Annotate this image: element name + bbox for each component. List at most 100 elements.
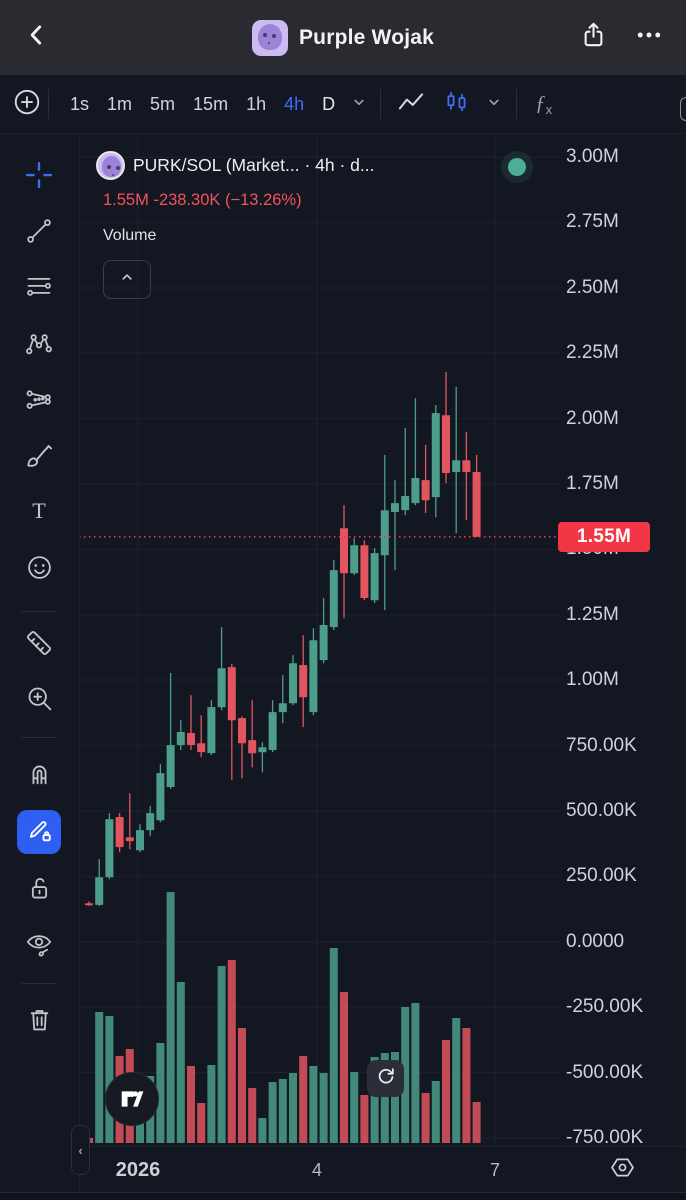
- timeframe-4h[interactable]: 4h: [284, 93, 305, 114]
- eye-hide-icon: [24, 930, 54, 965]
- volume-bar: [370, 1057, 379, 1143]
- candle-body: [217, 668, 226, 708]
- text-icon: T: [25, 497, 53, 530]
- volume-bar: [360, 1095, 369, 1143]
- sidebar-divider: [22, 611, 56, 612]
- magnet-tool[interactable]: [13, 752, 65, 798]
- candle-body: [360, 545, 369, 598]
- hide-drawings-tool[interactable]: [13, 924, 65, 970]
- candle-body: [156, 773, 165, 821]
- candle-body: [278, 703, 287, 713]
- brush-icon: [24, 440, 54, 475]
- chart-area[interactable]: PURK/SOL (Market... · 4h · d... 1.55M -2…: [79, 133, 686, 1148]
- timeframe-1m[interactable]: 1m: [107, 93, 133, 114]
- share-button[interactable]: [570, 14, 616, 60]
- line-chart-type-button[interactable]: [387, 75, 435, 133]
- volume-bar: [268, 1082, 277, 1143]
- volume-bar: [258, 1118, 267, 1143]
- toolbar-divider: [380, 89, 382, 119]
- crosshair-icon: [24, 160, 54, 195]
- candle-body: [452, 460, 461, 472]
- interval-chevron-button[interactable]: [344, 75, 374, 133]
- projection-tool[interactable]: [13, 378, 65, 424]
- emoji-tool[interactable]: [13, 547, 65, 593]
- candle-body: [197, 743, 206, 753]
- unlock-icon: [25, 874, 54, 908]
- timeframe-15m[interactable]: 15m: [193, 93, 229, 114]
- toolbar-overflow-icon: [680, 97, 686, 121]
- volume-bar: [350, 1072, 359, 1143]
- bottom-divider: [0, 1192, 686, 1200]
- remove-drawings-tool[interactable]: [13, 999, 65, 1045]
- candle-body: [187, 733, 195, 745]
- volume-bar: [391, 1052, 399, 1143]
- volume-bar: [380, 1053, 389, 1143]
- drawing-toolbar: T: [0, 133, 80, 1200]
- measure-tool[interactable]: [13, 622, 65, 668]
- tradingview-logo[interactable]: [105, 1072, 159, 1126]
- indicator-label[interactable]: Volume: [103, 227, 157, 244]
- candle-body: [258, 747, 267, 753]
- candle-body: [462, 460, 471, 472]
- candle-body: [411, 478, 420, 504]
- magnet-icon: [25, 758, 54, 792]
- candle-body: [401, 496, 410, 511]
- header: Purple Wojak: [0, 0, 686, 75]
- symbol-avatar: [96, 151, 125, 180]
- page-title: Purple Wojak: [298, 25, 435, 49]
- timeframe-1s[interactable]: 1s: [70, 93, 90, 114]
- timeframe-1h[interactable]: 1h: [246, 93, 267, 114]
- candle-body: [431, 413, 440, 498]
- timeframe-5m[interactable]: 5m: [150, 93, 176, 114]
- candle-body: [85, 903, 93, 906]
- line-chart-icon: [397, 90, 425, 119]
- emoji-icon: [25, 553, 54, 587]
- xabcd-pattern-icon: [24, 328, 54, 363]
- candle-body: [166, 745, 175, 787]
- more-menu-button[interactable]: [624, 14, 674, 60]
- chart-settings-button[interactable]: [604, 1152, 640, 1188]
- brush-tool[interactable]: [13, 434, 65, 480]
- candle-body: [299, 665, 308, 698]
- volume-bar: [411, 1003, 420, 1143]
- crosshair-tool[interactable]: [13, 154, 65, 200]
- indicators-button[interactable]: ƒx: [523, 75, 564, 133]
- candlestick-chart: [79, 133, 564, 1146]
- plus-circle-icon: [12, 87, 42, 122]
- volume-bar: [156, 1043, 165, 1143]
- projection-icon: [24, 384, 54, 419]
- pencil-lock-icon: [24, 815, 54, 850]
- drawing-lock-button[interactable]: [17, 810, 61, 854]
- chart-toolbar: 1s 1m 5m 15m 1h 4h D ƒx: [0, 75, 686, 134]
- pattern-tool[interactable]: [13, 322, 65, 368]
- back-button[interactable]: [14, 14, 60, 60]
- add-button[interactable]: [12, 75, 42, 133]
- zoom-in-tool[interactable]: [13, 678, 65, 724]
- candle-body: [146, 813, 155, 831]
- avatar: [251, 19, 288, 56]
- volume-bar: [176, 982, 185, 1143]
- sidebar-collapse-handle[interactable]: ‹: [71, 1125, 90, 1175]
- time-axis[interactable]: 2026 4 7: [79, 1146, 686, 1193]
- candle-body: [227, 667, 236, 721]
- market-status-dot: [508, 158, 526, 176]
- refresh-button[interactable]: [367, 1060, 404, 1097]
- candle-body: [136, 830, 144, 851]
- candlestick-chart-type-button[interactable]: [435, 75, 478, 133]
- horizontal-lines-tool[interactable]: [13, 266, 65, 312]
- chart-type-chevron-button[interactable]: [478, 75, 510, 133]
- interval-menu-button[interactable]: D: [322, 93, 336, 114]
- sidebar-divider: [22, 983, 56, 984]
- collapse-legend-button[interactable]: [103, 260, 151, 299]
- candle-body: [289, 663, 297, 704]
- price-tick-label: 2.75M: [566, 211, 619, 233]
- lock-all-tool[interactable]: [13, 868, 65, 914]
- zoom-in-icon: [25, 684, 54, 718]
- volume-bar: [401, 1007, 410, 1143]
- share-icon: [580, 21, 607, 53]
- symbol-title[interactable]: PURK/SOL (Market... · 4h · d...: [133, 155, 375, 175]
- trend-line-tool[interactable]: [13, 210, 65, 256]
- ellipsis-icon: [635, 21, 663, 54]
- text-tool[interactable]: T: [13, 490, 65, 536]
